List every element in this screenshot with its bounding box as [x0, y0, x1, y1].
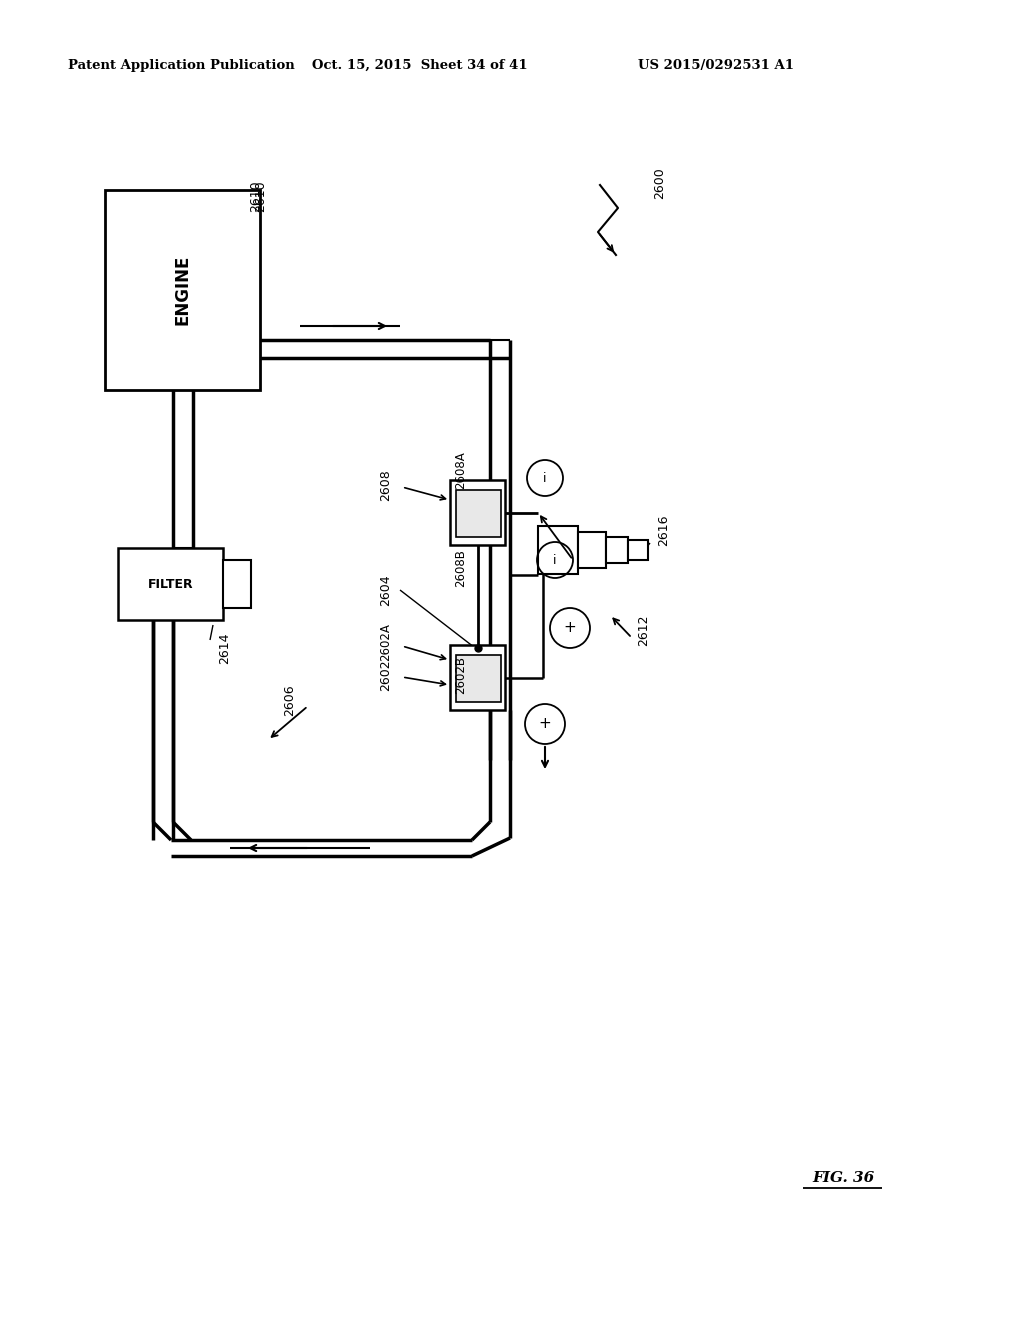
Text: 2614: 2614 — [218, 632, 231, 664]
Bar — [118, 548, 223, 620]
Bar — [606, 537, 628, 564]
Bar — [105, 190, 260, 389]
Text: 2610: 2610 — [250, 181, 262, 211]
Text: i: i — [553, 553, 557, 566]
Text: 2606: 2606 — [284, 684, 297, 715]
Text: 2600: 2600 — [653, 168, 667, 199]
Text: 2602B: 2602B — [454, 656, 467, 694]
Text: US 2015/0292531 A1: US 2015/0292531 A1 — [638, 58, 794, 71]
Text: ENGINE: ENGINE — [173, 255, 191, 325]
Bar — [456, 655, 501, 702]
Bar — [450, 645, 505, 710]
Text: 2602A: 2602A — [379, 623, 392, 661]
Text: Patent Application Publication: Patent Application Publication — [68, 58, 295, 71]
Text: 2608A: 2608A — [454, 451, 467, 488]
Text: Oct. 15, 2015  Sheet 34 of 41: Oct. 15, 2015 Sheet 34 of 41 — [312, 58, 527, 71]
Text: 2608: 2608 — [379, 469, 392, 500]
Text: +: + — [563, 620, 577, 635]
Bar — [578, 532, 606, 568]
Text: i: i — [544, 471, 547, 484]
Bar — [456, 490, 501, 537]
Text: FIG. 36: FIG. 36 — [812, 1171, 874, 1185]
Bar — [538, 525, 578, 574]
Bar — [450, 480, 505, 545]
Text: +: + — [539, 717, 551, 731]
Text: FILTER: FILTER — [147, 578, 194, 590]
Text: 2602: 2602 — [379, 659, 392, 690]
Text: 2612: 2612 — [637, 614, 650, 645]
Bar — [223, 560, 251, 609]
Text: 2610: 2610 — [254, 181, 267, 211]
Bar — [628, 540, 648, 560]
Text: 2616: 2616 — [657, 515, 670, 545]
Text: 2608B: 2608B — [454, 549, 467, 587]
Text: 2604: 2604 — [379, 574, 392, 606]
